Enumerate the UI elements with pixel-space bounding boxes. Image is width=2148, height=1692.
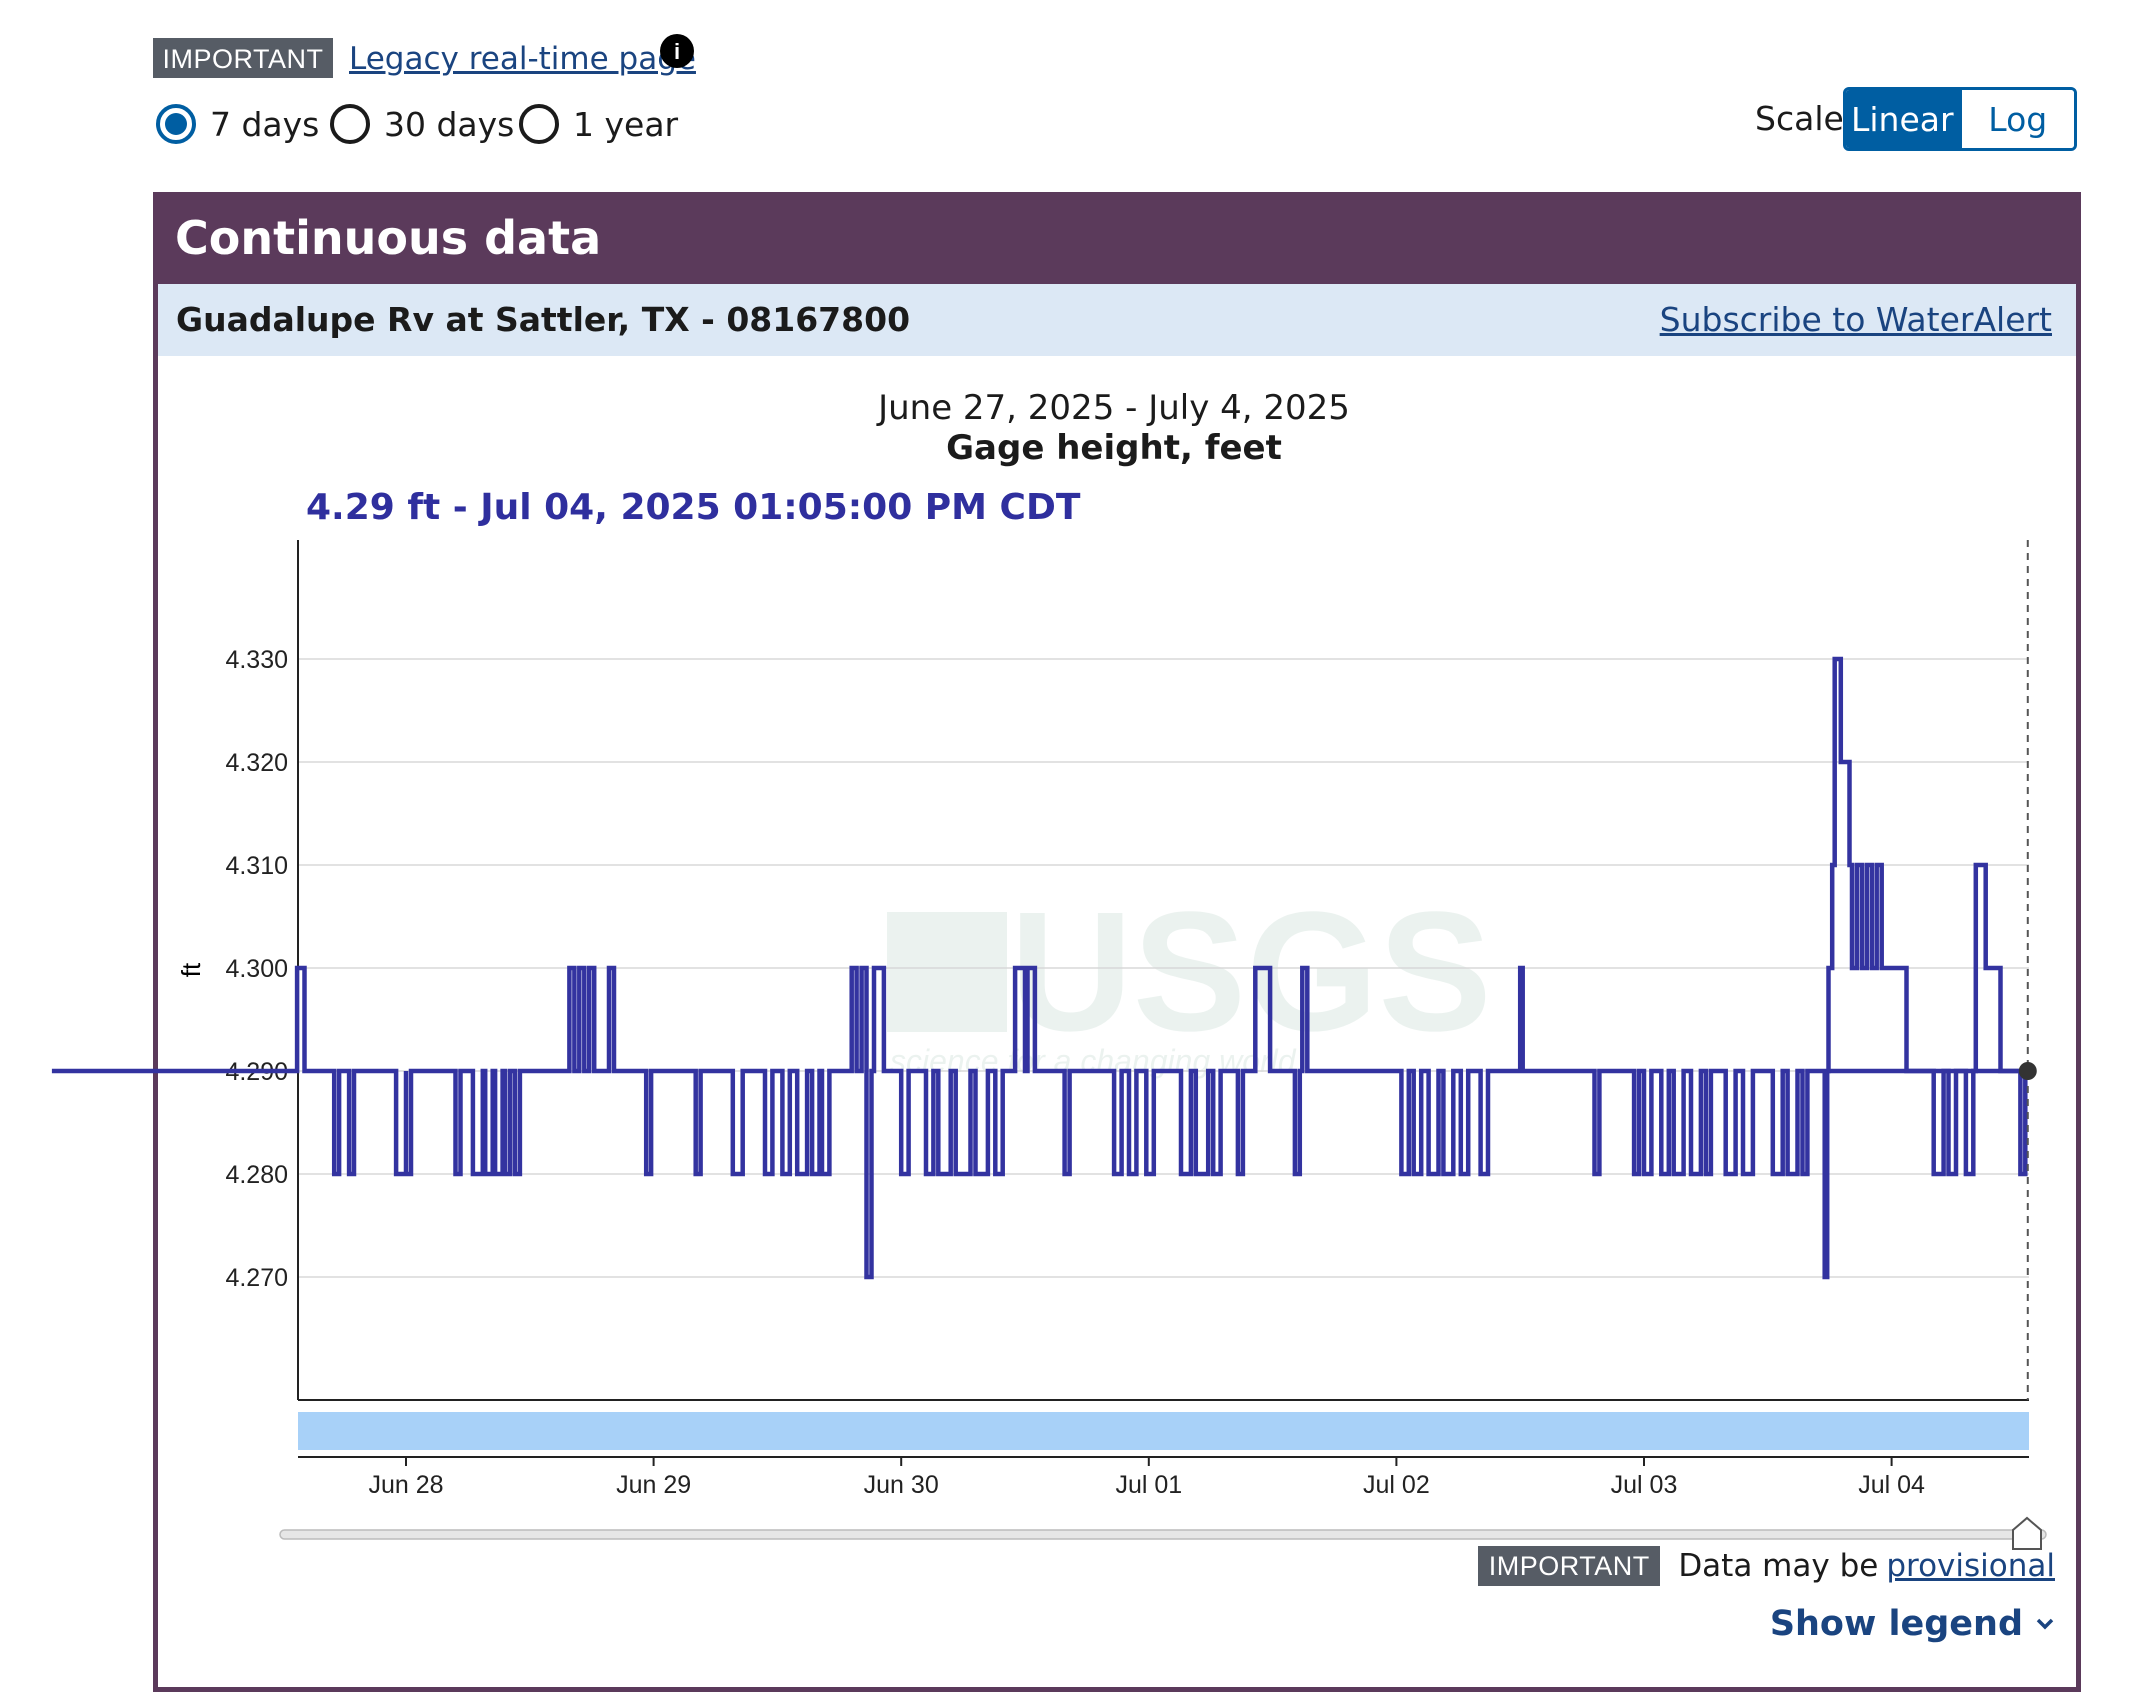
period-option-7-days[interactable]: 7 days — [156, 96, 337, 152]
radio-7-days[interactable] — [156, 104, 196, 144]
provisional-link[interactable]: provisional — [1886, 1548, 2055, 1584]
radio-label-1-year[interactable]: 1 year — [573, 104, 679, 144]
legacy-real-time-page-link[interactable]: Legacy real-time page — [349, 41, 696, 77]
site-name: Guadalupe Rv at Sattler, TX - 08167800 — [176, 300, 911, 339]
period-option-30-days[interactable]: 30 days — [330, 96, 532, 152]
radio-1-year[interactable] — [519, 104, 559, 144]
important-badge-bottom: IMPORTANT — [1478, 1546, 1661, 1586]
show-legend-button[interactable]: Show legend — [1770, 1604, 2055, 1644]
scale-log-button[interactable]: Log — [1958, 90, 2074, 148]
radio-label-7-days[interactable]: 7 days — [210, 104, 320, 144]
period-option-1-year[interactable]: 1 year — [519, 96, 696, 152]
important-badge: IMPORTANT — [153, 38, 333, 78]
scale-label: Scale — [1755, 99, 1844, 138]
scale-toggle[interactable]: Linear Log — [1843, 87, 2077, 151]
info-icon[interactable]: i — [660, 34, 694, 68]
show-legend-label[interactable]: Show legend — [1769, 1604, 2023, 1644]
cursor-readout: 4.29 ft - Jul 04, 2025 01:05:00 PM CDT — [306, 487, 1081, 528]
scale-linear-button[interactable]: Linear — [1846, 90, 1959, 148]
card-header: Continuous data — [153, 192, 2081, 284]
subscribe-wateralert-link[interactable]: Subscribe to WaterAlert — [1659, 300, 2052, 339]
info-icon-letter: i — [674, 39, 680, 64]
radio-30-days[interactable] — [330, 104, 370, 144]
chart-title: Gage height, feet — [946, 428, 1282, 468]
chart-date-range: June 27, 2025 - July 4, 2025 — [878, 388, 1350, 428]
info-icon-glyph: i — [674, 39, 680, 64]
site-bar: Guadalupe Rv at Sattler, TX - 08167800 S… — [158, 284, 2076, 356]
chevron-down-icon — [2036, 1618, 2054, 1630]
provisional-notice: IMPORTANT Data may be provisional — [1478, 1546, 2055, 1586]
radio-label-30-days[interactable]: 30 days — [384, 104, 515, 144]
provisional-text: Data may be — [1678, 1548, 1879, 1584]
